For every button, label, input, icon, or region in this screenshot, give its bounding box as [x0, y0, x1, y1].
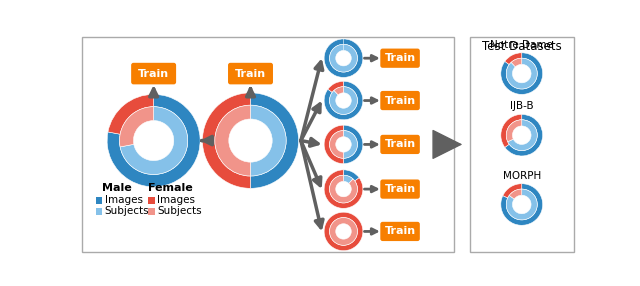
Text: Male: Male — [102, 183, 131, 193]
Wedge shape — [330, 218, 358, 245]
Text: IJB-B: IJB-B — [510, 101, 534, 111]
Text: Notre Dame: Notre Dame — [490, 40, 553, 50]
Wedge shape — [506, 189, 537, 220]
Wedge shape — [107, 94, 200, 187]
Text: Train: Train — [235, 69, 266, 79]
Wedge shape — [505, 114, 543, 156]
Wedge shape — [506, 58, 537, 89]
Wedge shape — [324, 125, 344, 164]
Text: MORPH: MORPH — [502, 171, 541, 181]
Text: Train: Train — [385, 227, 415, 237]
Text: Images: Images — [105, 195, 143, 205]
FancyBboxPatch shape — [380, 135, 420, 154]
Text: Subjects: Subjects — [105, 206, 149, 216]
Bar — [95, 208, 102, 214]
Text: Train: Train — [385, 96, 415, 106]
Wedge shape — [344, 131, 358, 158]
Wedge shape — [324, 81, 363, 120]
Wedge shape — [506, 120, 522, 142]
Wedge shape — [330, 131, 344, 158]
Wedge shape — [250, 93, 298, 188]
Wedge shape — [120, 107, 154, 147]
FancyBboxPatch shape — [228, 63, 273, 84]
Text: Train: Train — [385, 53, 415, 63]
Wedge shape — [501, 53, 543, 94]
Wedge shape — [508, 120, 537, 151]
Wedge shape — [501, 114, 522, 147]
Bar — [95, 197, 102, 204]
Wedge shape — [120, 107, 188, 174]
FancyBboxPatch shape — [380, 49, 420, 68]
Bar — [148, 197, 155, 204]
Wedge shape — [330, 175, 358, 203]
Text: Subjects: Subjects — [157, 206, 202, 216]
FancyBboxPatch shape — [470, 37, 573, 252]
Wedge shape — [202, 93, 250, 188]
Wedge shape — [215, 105, 250, 176]
Wedge shape — [505, 53, 522, 65]
FancyBboxPatch shape — [131, 63, 176, 84]
FancyBboxPatch shape — [380, 91, 420, 110]
Wedge shape — [511, 58, 522, 67]
Text: Train: Train — [138, 69, 169, 79]
Wedge shape — [503, 184, 522, 198]
Wedge shape — [501, 184, 543, 225]
Bar — [148, 208, 155, 214]
Wedge shape — [324, 212, 363, 251]
FancyBboxPatch shape — [380, 222, 420, 241]
Wedge shape — [328, 81, 344, 92]
Wedge shape — [330, 44, 358, 72]
Wedge shape — [344, 170, 359, 181]
FancyBboxPatch shape — [380, 180, 420, 199]
Wedge shape — [344, 175, 353, 184]
Text: Train: Train — [385, 140, 415, 149]
Wedge shape — [509, 189, 522, 199]
Text: Test Datasets: Test Datasets — [482, 41, 562, 53]
Wedge shape — [324, 170, 363, 208]
FancyBboxPatch shape — [83, 37, 454, 252]
Wedge shape — [344, 125, 363, 164]
Wedge shape — [330, 87, 358, 114]
Wedge shape — [250, 105, 286, 176]
Wedge shape — [324, 39, 363, 78]
Wedge shape — [334, 87, 344, 95]
Text: Images: Images — [157, 195, 195, 205]
Wedge shape — [108, 94, 154, 134]
Text: Train: Train — [385, 184, 415, 194]
Text: Female: Female — [148, 183, 193, 193]
